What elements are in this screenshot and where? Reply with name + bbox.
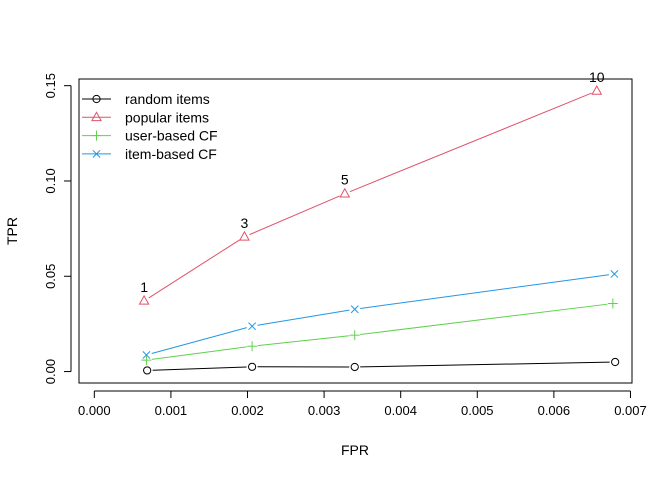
marker-cross-b: [350, 305, 359, 314]
x-tick-label: 0.004: [384, 403, 417, 418]
point-label: 1: [140, 279, 148, 295]
x-tick-label: 0.002: [231, 403, 264, 418]
legend-marker: [91, 130, 102, 141]
series-line-segment: [360, 303, 608, 335]
marker-circle: [611, 357, 620, 367]
legend-item: user-based CF: [82, 128, 218, 144]
data-point: [238, 230, 250, 241]
x-tick-label: 0.007: [614, 403, 647, 418]
series-item-based-CF: [142, 270, 619, 359]
legend-item: popular items: [82, 109, 209, 125]
marker-circle: [247, 362, 257, 371]
data-point: [349, 330, 360, 341]
y-tick-label: 0.05: [43, 264, 58, 289]
legend-marker: [91, 111, 102, 122]
data-point: [339, 187, 351, 198]
series-line-segment: [360, 361, 610, 368]
marker-cross-b: [92, 149, 101, 158]
data-point: [591, 84, 603, 95]
y-tick-label: 0.10: [43, 168, 58, 193]
marker-cross-b: [142, 351, 151, 359]
y-tick-label: 0.00: [43, 359, 58, 384]
legend-label: user-based CF: [125, 128, 218, 144]
x-tick-label: 0.003: [308, 403, 341, 418]
series-user-based-CF: [141, 298, 618, 366]
data-point: [350, 362, 359, 372]
marker-triangle: [91, 111, 102, 122]
legend: random items popular items user-based CF it…: [82, 91, 218, 162]
plot-frame: [78, 78, 633, 384]
marker-circle: [350, 362, 359, 372]
legend-label: item-based CF: [125, 146, 217, 162]
marker-triangle: [238, 230, 250, 241]
data-point: [350, 305, 359, 314]
legend-marker: [92, 94, 101, 104]
x-tick-label: 0.000: [78, 403, 111, 418]
x-tick-label: 0.001: [155, 403, 188, 418]
y-tick-label: 0.15: [43, 73, 58, 98]
marker-cross-b: [610, 270, 619, 278]
legend-item: random items: [82, 91, 210, 107]
data-point: [141, 355, 152, 366]
data-point: [143, 366, 152, 375]
point-label: 3: [241, 215, 249, 231]
point-label: 5: [341, 172, 349, 188]
marker-triangle: [339, 187, 351, 198]
series-popular-items: [138, 84, 603, 305]
series-line-segment: [148, 239, 241, 299]
y-axis-title: TPR: [4, 217, 20, 245]
series-line-segment: [360, 274, 610, 309]
series-line-segment: [249, 195, 340, 236]
series-line-segment: [151, 346, 247, 360]
x-tick-label: 0.006: [538, 403, 571, 418]
data-point: [611, 357, 620, 367]
axes: 0.000 0.001 0.002 0.003 0.004 0.005 0.006 0.007…: [43, 73, 647, 418]
data-point: [142, 351, 151, 359]
series-line-segment: [151, 327, 247, 355]
data-point: [248, 322, 257, 331]
series-line-segment: [257, 335, 350, 347]
series-random-items: [143, 357, 620, 375]
point-label: 10: [589, 69, 605, 85]
data-point: [247, 362, 257, 371]
legend-marker: [92, 149, 101, 158]
series-layer: [138, 84, 620, 375]
legend-label: popular items: [125, 109, 209, 125]
point-labels: 1 3 5 10: [140, 69, 605, 295]
marker-triangle: [138, 294, 150, 305]
series-line-segment: [257, 309, 350, 326]
series-line-segment: [152, 366, 247, 371]
series-line-segment: [349, 92, 592, 193]
x-tick-label: 0.005: [461, 403, 494, 418]
legend-item: item-based CF: [82, 146, 217, 162]
marker-circle: [143, 366, 152, 375]
marker-cross-b: [248, 322, 257, 331]
marker-circle: [92, 94, 101, 104]
legend-label: random items: [125, 91, 210, 107]
data-point: [138, 294, 150, 305]
data-point: [247, 341, 258, 352]
marker-triangle: [591, 84, 603, 95]
data-point: [607, 298, 618, 309]
data-point: [610, 270, 619, 278]
x-axis-title: FPR: [341, 442, 369, 458]
